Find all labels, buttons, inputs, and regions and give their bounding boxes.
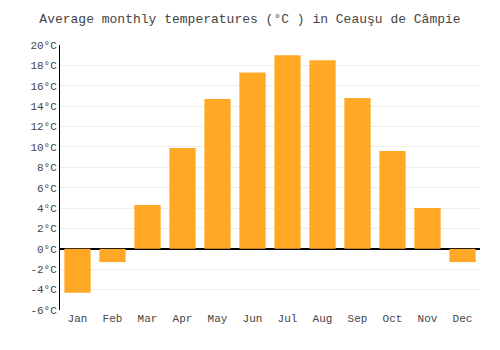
svg-text:May: May <box>208 313 228 325</box>
svg-text:2°C: 2°C <box>37 223 57 235</box>
svg-text:Jul: Jul <box>278 313 298 325</box>
svg-text:16°C: 16°C <box>30 81 57 93</box>
svg-text:6°C: 6°C <box>37 183 57 195</box>
svg-text:Average monthly temperatures (: Average monthly temperatures (°C ) in Ce… <box>39 12 460 27</box>
svg-text:Mar: Mar <box>138 313 158 325</box>
svg-text:Dec: Dec <box>453 313 473 325</box>
svg-text:14°C: 14°C <box>30 101 57 113</box>
svg-text:Sep: Sep <box>348 313 368 325</box>
svg-text:Nov: Nov <box>418 313 438 325</box>
svg-text:Jan: Jan <box>68 313 88 325</box>
svg-text:-2°C: -2°C <box>30 264 57 276</box>
svg-text:12°C: 12°C <box>30 121 57 133</box>
svg-text:Aug: Aug <box>313 313 333 325</box>
svg-text:0°C: 0°C <box>37 244 57 256</box>
svg-text:10°C: 10°C <box>30 142 57 154</box>
svg-text:20°C: 20°C <box>30 40 57 52</box>
svg-text:Feb: Feb <box>103 313 123 325</box>
svg-text:Apr: Apr <box>173 313 193 325</box>
svg-text:18°C: 18°C <box>30 60 57 72</box>
svg-text:8°C: 8°C <box>37 162 57 174</box>
svg-text:-6°C: -6°C <box>30 305 57 317</box>
svg-text:4°C: 4°C <box>37 203 57 215</box>
svg-text:Jun: Jun <box>243 313 263 325</box>
svg-text:-4°C: -4°C <box>30 284 57 296</box>
svg-text:Oct: Oct <box>383 313 403 325</box>
